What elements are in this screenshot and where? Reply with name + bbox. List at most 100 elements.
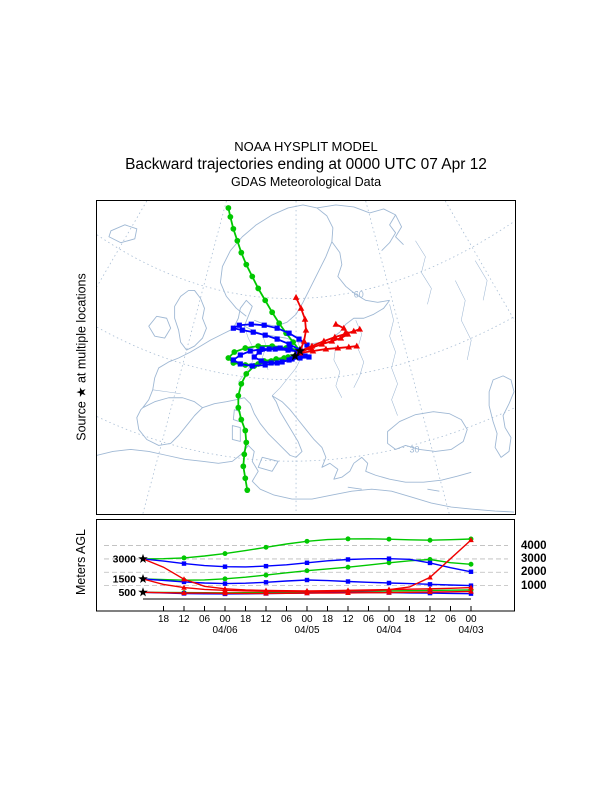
hour-tick-label: 06 [363,614,375,625]
trajectory-green-south [235,351,302,494]
trajectory-marker-square [258,358,264,364]
trajectory-marker-triangle [344,330,352,337]
trajectory-marker-circle [235,404,242,411]
trajectory-layer: 60 30 [225,205,419,494]
meters-agl-label: Meters AGL [74,529,88,595]
trajectory-marker-circle [427,537,433,543]
trajectory-marker-triangle [222,587,228,593]
trajectory-marker-square [287,346,293,352]
trajectory-marker-circle [345,536,351,542]
trajectory-marker-square [277,345,283,351]
trajectory-marker-square [222,581,228,586]
hour-tick-label: 06 [281,614,293,625]
trajectory-marker-circle [222,576,228,582]
trajectory-marker-triangle [307,344,315,351]
trajectory-marker-square [263,580,269,585]
trajectory-marker-square [274,325,280,331]
trajectory-marker-triangle [427,585,433,591]
coast-denmark [233,299,253,327]
coast-west-europe [142,327,235,408]
trajectory-marker-square [248,321,254,327]
trajectory-marker-square [286,341,292,347]
hour-tick-label: 12 [260,614,272,625]
trajectory-marker-triangle [386,589,392,595]
coast-great-britain [174,289,207,351]
coast-sicily [257,456,279,472]
trajectory-marker-triangle [345,589,351,595]
trajectory-marker-circle [238,249,245,256]
source-star-icon [294,345,306,356]
trajectory-marker-triangle [334,344,342,351]
trajectory-marker-circle [263,572,269,578]
trajectory-marker-circle [386,560,392,566]
trajectory-marker-square [259,346,265,352]
trajectory-marker-circle [243,261,250,268]
date-label: 04/05 [294,625,319,635]
trajectory-marker-square [262,362,268,368]
coast-balkans-greece [271,395,355,480]
trajectory-marker-circle [240,463,247,470]
altitude-series-blue-3000 [142,556,474,574]
trajectory-marker-triangle [297,304,305,311]
trajectory-marker-circle [242,345,249,351]
trajectory-marker-square [345,579,351,584]
title-block: NOAA HYSPLIT MODEL Backward trajectories… [96,138,516,191]
trajectory-marker-triangle [328,337,336,344]
source-label: Source ★ at multiple locations [74,273,89,441]
coast-sardinia [231,425,241,442]
trajectory-marker-triangle [427,574,433,580]
trajectory-marker-circle [181,555,187,561]
trajectory-marker-square [427,560,433,566]
trajectory-marker-triangle [301,315,309,322]
trajectory-marker-circle [227,214,234,220]
coast-kola [316,204,397,251]
trajectory-marker-square [181,561,187,566]
trajectory-marker-square [304,342,310,348]
source-star-icon [138,574,148,583]
trajectory-marker-circle [238,380,245,387]
met-data-subtitle: GDAS Meteorological Data [230,175,382,189]
trajectory-blue-1 [230,321,310,353]
hour-tick-label: 18 [404,614,416,625]
trajectory-marker-triangle [350,327,358,334]
altitude-panel: 18 12 06 00 18 12 06 00 18 12 06 00 18 12 06 00 04/06 04/… [96,519,515,636]
right-axis-label-2000: 2000 [521,566,547,578]
trajectory-marker-square [289,356,295,362]
trajectory-marker-triangle [302,326,310,333]
trajectory-marker-triangle [427,589,433,595]
trajectory-marker-circle [243,371,250,377]
coast-finland [331,241,390,303]
trajectory-marker-circle [304,568,310,574]
hour-tick-label: 18 [158,614,170,625]
trajectory-marker-triangle [353,342,361,349]
trajectory-marker-circle [255,285,262,292]
date-label: 04/04 [376,625,401,635]
coast-black-sea [387,411,468,452]
hour-tick-label: 18 [322,614,334,625]
trajectory-marker-square [262,332,268,338]
hour-tick-label: 00 [465,614,477,625]
coast-north-africa [96,444,515,513]
trajectory-marker-circle [262,297,269,304]
trajectory-marker-square [250,329,256,335]
trajectory-marker-circle [276,320,283,327]
trajectory-marker-circle [427,556,433,562]
trajectory-marker-square [256,349,262,355]
source-height-label: 500 [118,587,136,599]
date-label: 04/06 [212,625,237,635]
trajectory-marker-triangle [322,345,330,352]
coast-ireland [148,315,172,339]
trajectory-marker-square [386,556,392,561]
trajectory-marker-circle [386,536,392,542]
trajectory-marker-square [181,579,187,585]
hour-tick-label: 06 [199,614,211,625]
trajectory-marker-circle [230,225,237,232]
coast-white-sea [395,214,404,246]
trajectory-marker-circle [222,551,228,557]
coast-cyprus [427,488,440,492]
trajectory-marker-circle [241,451,248,458]
coast-turkey [353,456,472,483]
trajectory-marker-circle [243,439,250,446]
